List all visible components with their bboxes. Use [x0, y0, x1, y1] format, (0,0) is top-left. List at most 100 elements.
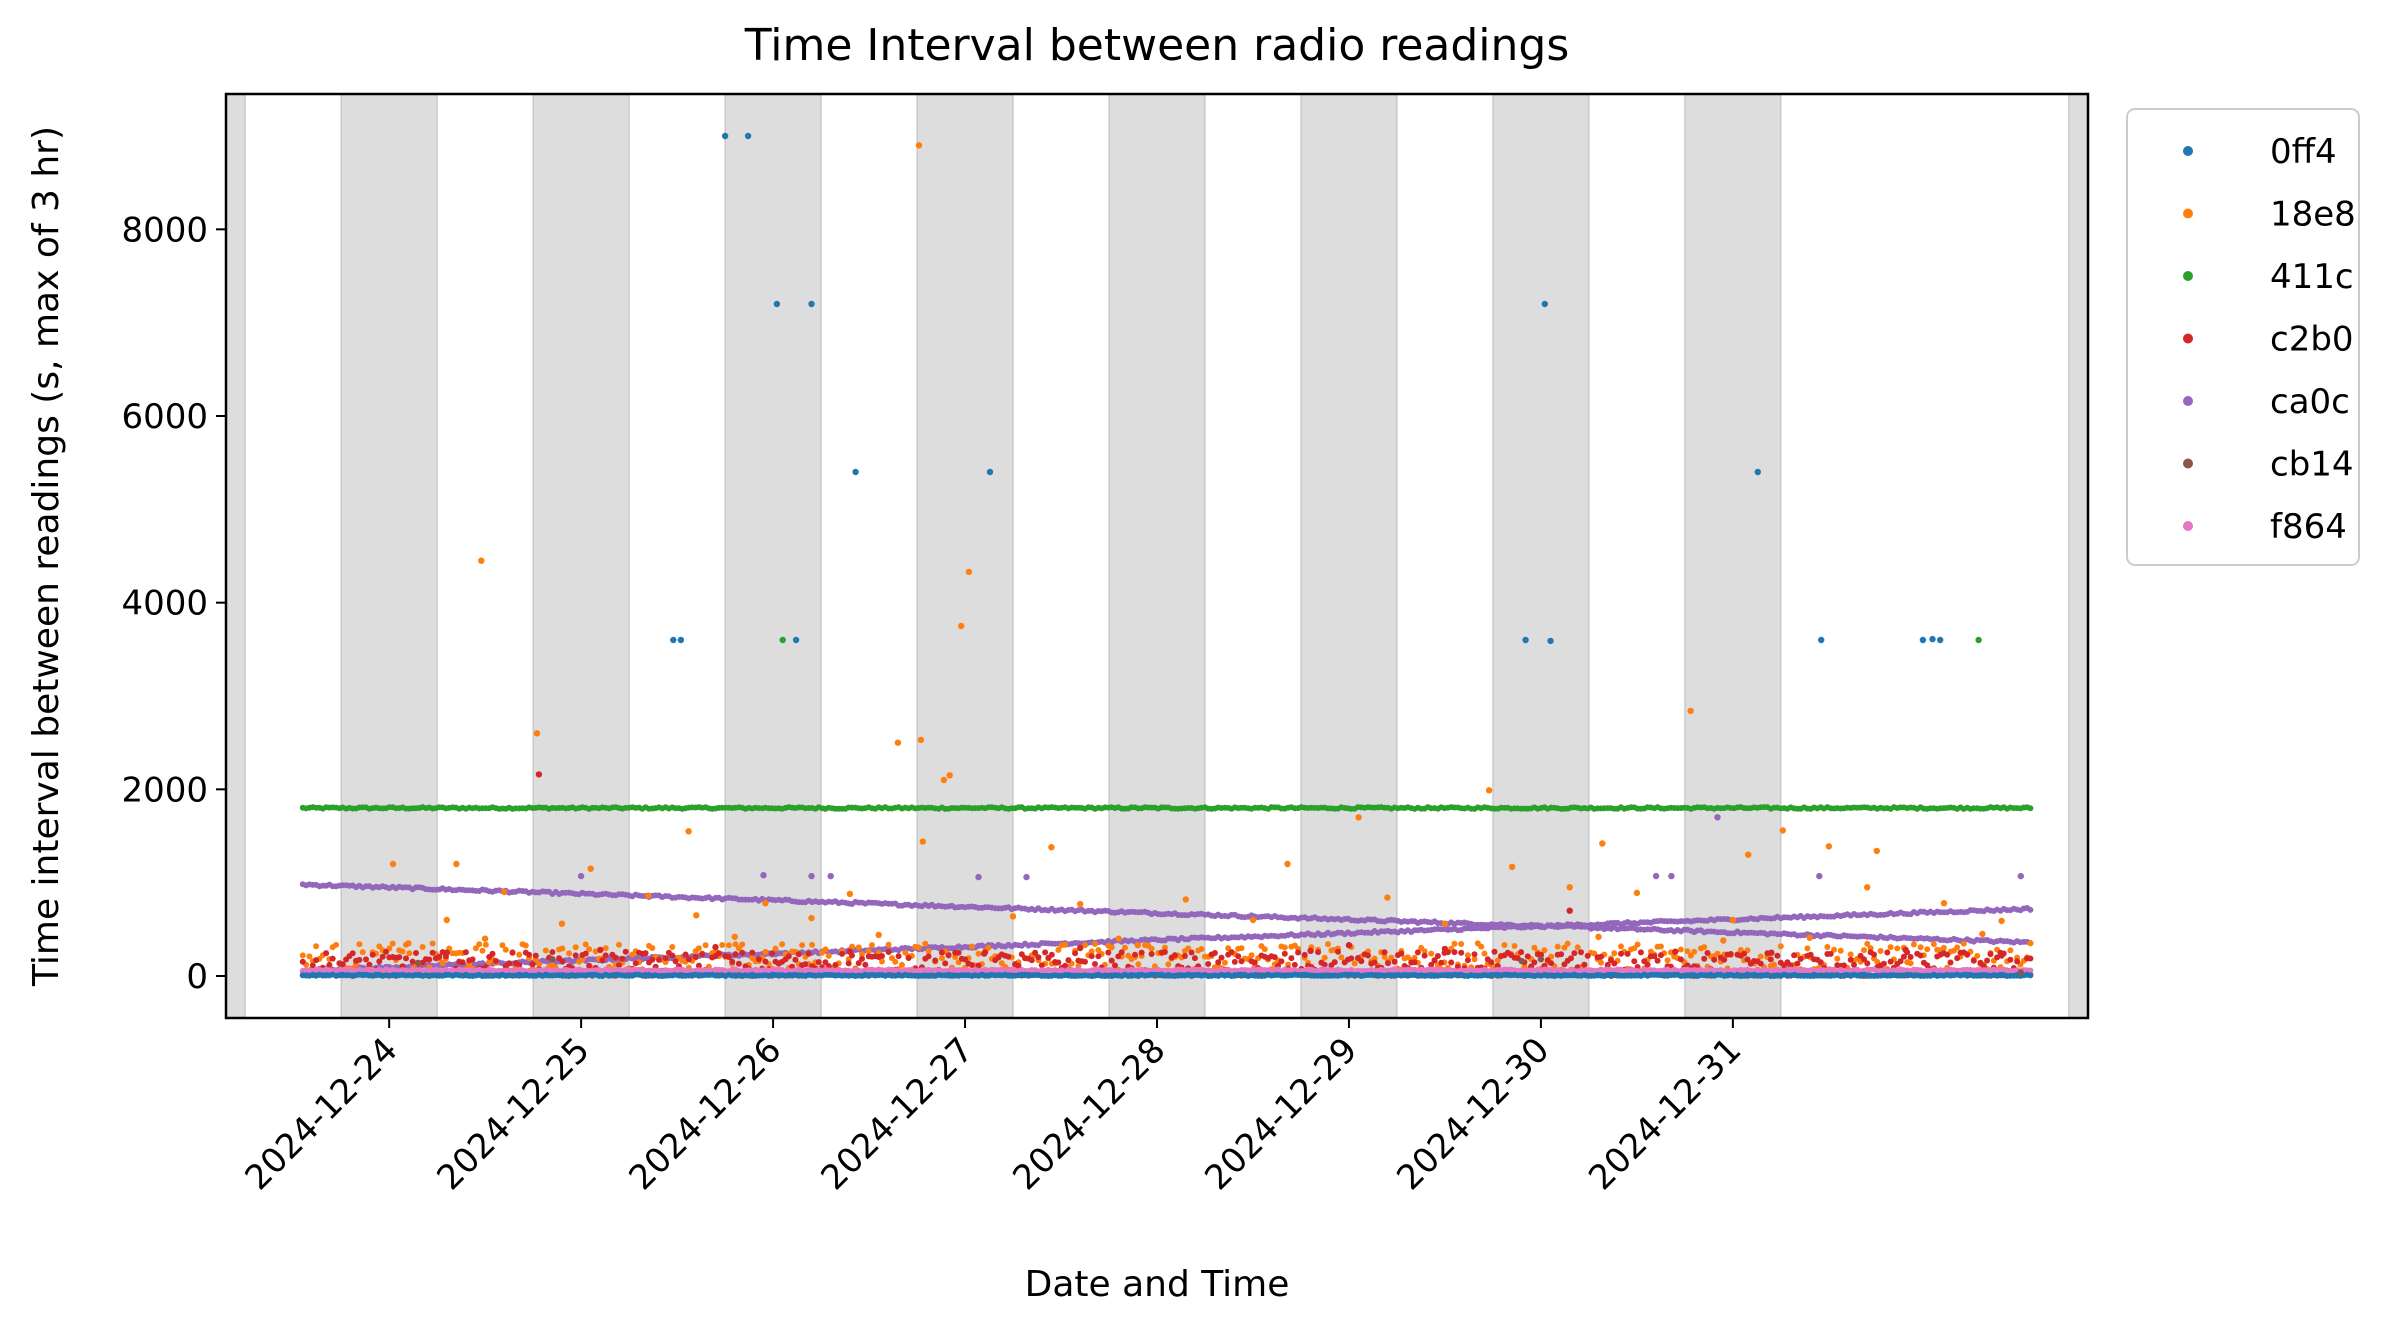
band-point-18e8	[762, 948, 769, 955]
band-point-c2b0	[1238, 958, 1245, 965]
band-point-c2b0	[2014, 958, 2021, 965]
band-point-18e8	[1082, 942, 1088, 949]
band-point-c2b0	[403, 955, 409, 962]
data-point-0ff4	[1754, 468, 1762, 476]
data-point-18e8	[915, 142, 923, 149]
data-point-0ff4	[670, 636, 677, 644]
band-point-18e8	[849, 943, 855, 950]
data-point-18e8	[587, 865, 594, 872]
band-point-c2b0	[975, 962, 982, 969]
data-point-18e8	[846, 890, 854, 898]
legend-label-411c: 411c	[2270, 257, 2354, 297]
band-point-18e8	[892, 958, 899, 965]
data-point-ca0c	[827, 872, 834, 880]
legend-marker-0ff4	[2183, 146, 2193, 156]
band-point-18e8	[1907, 960, 1914, 967]
band-point-c2b0	[1295, 949, 1302, 956]
band-point-18e8	[1930, 941, 1937, 948]
legend-marker-c2b0	[2183, 333, 2193, 344]
data-point-c2b0	[1566, 907, 1573, 914]
band-point-18e8	[522, 942, 529, 949]
data-point-c2b0	[1307, 947, 1314, 954]
data-point-18e8	[1779, 827, 1787, 834]
data-point-411c	[1975, 636, 1982, 644]
data-point-18e8	[1355, 814, 1362, 821]
legend-label-ca0c: ca0c	[2270, 382, 2350, 422]
band-point-c2b0	[1604, 961, 1611, 968]
band-point-c2b0	[672, 958, 679, 965]
band-point-18e8	[1411, 954, 1418, 961]
band-point-c2b0	[1571, 950, 1578, 957]
band-point-c2b0	[1161, 949, 1168, 955]
band-point-c2b0	[1964, 951, 1971, 958]
data-point-0ff4	[808, 300, 815, 308]
data-point-18e8	[1864, 884, 1871, 891]
band-point-c2b0	[1062, 962, 1069, 969]
band-point-c2b0	[622, 948, 629, 955]
band-point-c2b0	[582, 950, 589, 957]
band-point-18e8	[1481, 950, 1488, 957]
band-point-c2b0	[1205, 961, 1212, 967]
band-point-18e8	[1917, 944, 1924, 951]
band-point-18e8	[1561, 944, 1568, 951]
band-point-c2b0	[1531, 959, 1538, 966]
data-point-c2b0	[1998, 952, 2005, 959]
band-point-18e8	[1531, 944, 1538, 951]
data-point-18e8	[1115, 935, 1122, 942]
data-point-0ff4	[1937, 636, 1944, 644]
band-point-18e8	[1618, 943, 1624, 950]
band-point-18e8	[799, 942, 806, 949]
band-point-c2b0	[1181, 953, 1188, 959]
data-point-18e8	[1182, 896, 1190, 903]
data-point-0ff4	[773, 300, 781, 308]
band-point-18e8	[739, 941, 746, 948]
band-point-c2b0	[1092, 961, 1098, 967]
data-point-ca0c	[1652, 872, 1660, 880]
band-point-18e8	[1122, 944, 1128, 951]
band-point-c2b0	[1048, 951, 1055, 958]
band-point-18e8	[669, 944, 676, 950]
band-point-c2b0	[363, 956, 369, 963]
night-shade-edge-0	[225, 93, 246, 1019]
night-shade-2	[724, 93, 822, 1019]
data-point-0ff4	[744, 132, 752, 140]
band-point-18e8	[1887, 944, 1894, 951]
data-point-18e8	[693, 912, 700, 919]
band-point-18e8	[1338, 954, 1345, 961]
band-point-c2b0	[2007, 956, 2014, 963]
data-point-c2b0	[1345, 942, 1353, 949]
band-point-c2b0	[376, 958, 383, 965]
data-point-18e8	[965, 568, 973, 576]
data-point-18e8	[685, 828, 692, 835]
band-point-c2b0	[1321, 961, 1328, 968]
band-point-18e8	[466, 961, 473, 968]
band-point-c2b0	[1791, 952, 1798, 959]
band-point-c2b0	[1108, 957, 1115, 964]
band-point-18e8	[582, 941, 589, 948]
band-point-c2b0	[1251, 959, 1258, 966]
band-point-c2b0	[1398, 950, 1405, 957]
data-point-ca0c	[1668, 872, 1675, 880]
data-point-c2b0	[597, 946, 604, 954]
band-point-c2b0	[1082, 958, 1088, 965]
data-point-f864	[673, 966, 681, 973]
band-point-18e8	[1325, 941, 1331, 948]
band-point-18e8	[1701, 944, 1708, 951]
band-point-c2b0	[1880, 960, 1887, 967]
band-point-18e8	[885, 941, 892, 948]
band-point-c2b0	[1315, 949, 1322, 956]
band-point-c2b0	[839, 950, 845, 957]
data-point-c2b0	[1077, 944, 1084, 952]
data-point-ca0c	[1816, 872, 1823, 880]
data-point-0ff4	[852, 468, 859, 476]
band-point-18e8	[1974, 952, 1981, 959]
band-point-c2b0	[1711, 956, 1718, 963]
legend-label-18e8: 18e8	[2270, 195, 2356, 235]
band-point-18e8	[1877, 948, 1884, 954]
band-point-18e8	[1225, 945, 1232, 952]
band-point-c2b0	[549, 949, 556, 956]
data-point-0ff4	[792, 636, 800, 644]
band-point-18e8	[1691, 948, 1698, 955]
band-point-c2b0	[1032, 949, 1039, 956]
band-point-411c	[2027, 805, 2034, 812]
